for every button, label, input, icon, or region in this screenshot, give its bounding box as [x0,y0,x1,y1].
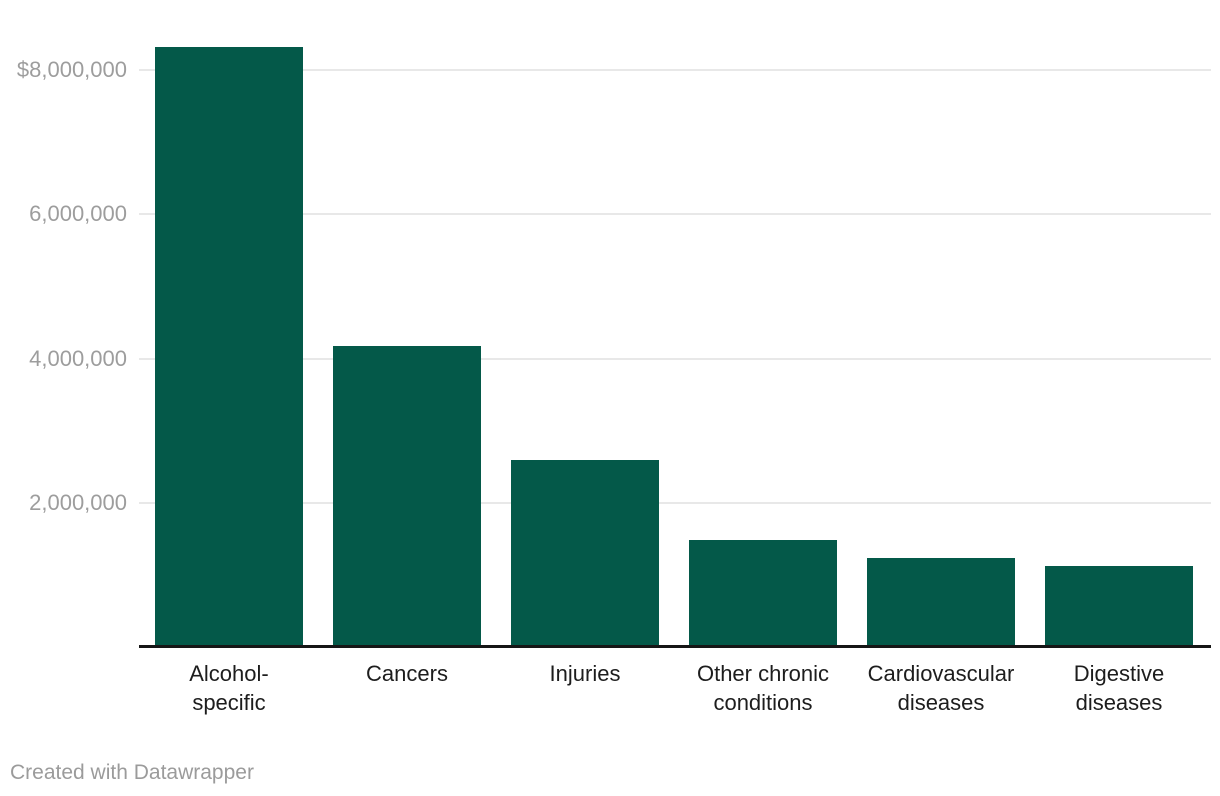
datawrapper-attribution-link[interactable]: Created with Datawrapper [10,761,254,784]
gridline-4000000 [139,357,1211,360]
x-axis-category-label-line: diseases [1075,690,1163,715]
x-axis-line [139,645,1211,648]
bar-cardiovascular-diseases[interactable] [867,558,1015,647]
plot-area [139,0,1211,647]
gridline-8000000 [139,69,1211,72]
y-axis-tick-label: 6,000,000 [29,201,127,227]
gridline-6000000 [139,213,1211,216]
bar-cancers[interactable] [333,346,481,647]
y-axis-tick-label: $8,000,000 [16,57,127,83]
x-axis-category-label-line: Other chronic [696,661,830,686]
x-axis-category-label-alcohol-specific: Alcohol-specific [129,659,329,717]
x-axis-category-label-cancers: Cancers [307,659,507,688]
x-axis-category-label-line: diseases [897,690,985,715]
x-axis-category-label-line: specific [192,690,266,715]
x-axis-category-label-line: Cardiovascular [867,661,1015,686]
y-axis-tick-label: 2,000,000 [29,489,127,515]
x-axis-category-label-digestive-diseases: Digestive diseases [1019,659,1219,717]
x-axis-category-label-cardiovascular-diseases: Cardiovascular diseases [841,659,1041,717]
x-axis-category-label-line: Alcohol- [189,661,269,686]
y-axis-tick-label: 4,000,000 [29,345,127,371]
x-axis-category-label-line: Digestive [1073,661,1165,686]
bar-injuries[interactable] [511,460,659,647]
bar-alcohol-specific[interactable] [155,47,303,647]
x-axis-category-label-line: Injuries [549,661,621,686]
x-axis-category-label-line: Cancers [366,661,448,686]
gridline-2000000 [139,501,1211,504]
x-axis-category-label-other-chronic-conditions: Other chronic conditions [663,659,863,717]
x-axis-category-label-line: conditions [713,690,813,715]
bar-digestive-diseases[interactable] [1045,565,1193,647]
x-axis-category-label-injuries: Injuries [485,659,685,688]
bar-other-chronic-conditions[interactable] [689,539,837,647]
